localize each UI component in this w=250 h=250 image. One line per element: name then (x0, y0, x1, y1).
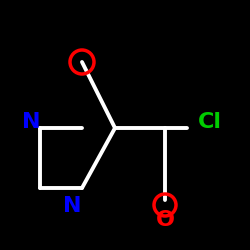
Text: O: O (156, 210, 174, 230)
Text: N: N (22, 112, 40, 132)
Text: N: N (63, 196, 81, 216)
Text: Cl: Cl (198, 112, 222, 132)
